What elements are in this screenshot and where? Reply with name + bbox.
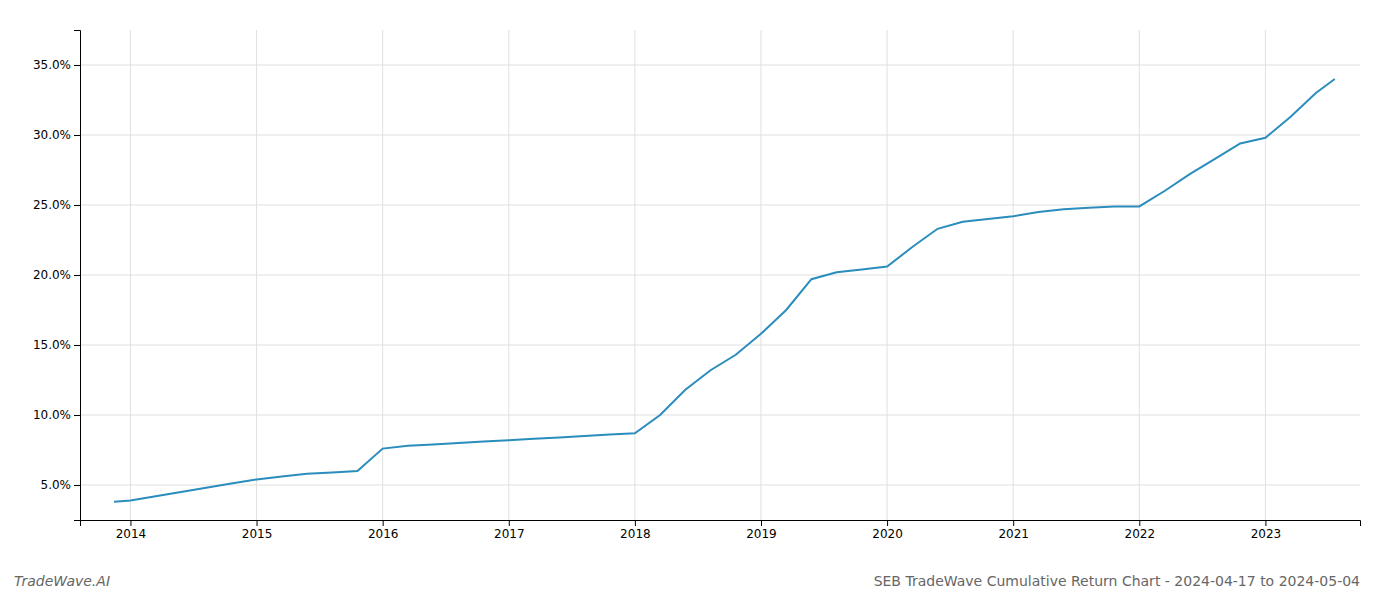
tick: 15.0% — [33, 338, 80, 352]
tick: 2021 — [998, 520, 1029, 541]
tick: 2020 — [872, 520, 903, 541]
grid-line — [1265, 30, 1266, 520]
grid-line — [80, 275, 1360, 276]
tick-label: 2018 — [620, 527, 651, 541]
tick: 10.0% — [33, 408, 80, 422]
tick-mark — [1265, 520, 1266, 526]
tick-mark — [74, 205, 80, 206]
tick: 2019 — [746, 520, 777, 541]
grid-line — [80, 485, 1360, 486]
tick-label: 2015 — [242, 527, 273, 541]
grid-line — [80, 345, 1360, 346]
tick-mark — [74, 275, 80, 276]
grid-line — [80, 205, 1360, 206]
line — [114, 79, 1335, 502]
tick: 25.0% — [33, 198, 80, 212]
tick-label: 20.0% — [33, 268, 71, 282]
grid-line — [508, 30, 509, 520]
tick-mark — [74, 345, 80, 346]
grid-line — [80, 65, 1360, 66]
tick-mark — [74, 65, 80, 66]
tick: 2016 — [368, 520, 399, 541]
tick-mark — [383, 520, 384, 526]
grid-line — [256, 30, 257, 520]
tick-mark — [74, 415, 80, 416]
title: SEB TradeWave Cumulative Return Chart - … — [874, 573, 1360, 589]
y-axis: 5.0% 10.0% 15.0% 20.0% 25.0% 30.0% 35.0% — [33, 31, 81, 521]
tick-label: 2022 — [1125, 527, 1156, 541]
tick: 20.0% — [33, 268, 80, 282]
grid-line — [80, 135, 1360, 136]
tick: 2023 — [1251, 520, 1282, 541]
tick-label: 35.0% — [33, 58, 71, 72]
grid-line — [634, 30, 635, 520]
tick-mark — [130, 520, 131, 526]
tick-label: 2019 — [746, 527, 777, 541]
grid-line — [80, 415, 1360, 416]
grid — [80, 30, 1360, 520]
grid-line — [887, 30, 888, 520]
grid-line — [130, 30, 131, 520]
tick: 2014 — [116, 520, 147, 541]
grid-line — [1013, 30, 1014, 520]
tick-mark — [887, 520, 888, 526]
tick: 35.0% — [33, 58, 80, 72]
tick-mark — [74, 485, 80, 486]
tick-label: 2023 — [1251, 527, 1282, 541]
tick-label: 2016 — [368, 527, 399, 541]
tick-label: 5.0% — [41, 478, 72, 492]
tick-mark — [635, 520, 636, 526]
tick-mark — [1013, 520, 1014, 526]
tick-label: 25.0% — [33, 198, 71, 212]
tick: 2017 — [494, 520, 525, 541]
tick-mark — [761, 520, 762, 526]
plot-area: 2014 2015 2016 2017 2018 2019 2020 2021 2022 2023… — [33, 30, 1361, 541]
axis-line — [81, 521, 1361, 527]
tick-mark — [257, 520, 258, 526]
tick-label: 2017 — [494, 527, 525, 541]
tick-label: 2020 — [872, 527, 903, 541]
tick-label: 2014 — [116, 527, 147, 541]
tick: 2015 — [242, 520, 273, 541]
tick-label: 2021 — [998, 527, 1029, 541]
tick-label: 15.0% — [33, 338, 71, 352]
x-axis: 2014 2015 2016 2017 2018 2019 2020 2021 2022 2023 — [81, 520, 1361, 541]
grid-line — [760, 30, 761, 520]
tick: 30.0% — [33, 128, 80, 142]
tick-label: 30.0% — [33, 128, 71, 142]
tick-mark — [74, 135, 80, 136]
grid-line — [1139, 30, 1140, 520]
grid-line — [382, 30, 383, 520]
tick: 2018 — [620, 520, 651, 541]
tick: 5.0% — [41, 478, 81, 492]
annotation: TradeWave.AI — [14, 573, 110, 589]
tick-mark — [1139, 520, 1140, 526]
tick-label: 10.0% — [33, 408, 71, 422]
chart: 2014 2015 2016 2017 2018 2019 2020 2021 2022 2023… — [0, 0, 1400, 600]
tick: 2022 — [1125, 520, 1156, 541]
axis-line — [74, 31, 81, 521]
marks — [114, 79, 1335, 502]
tick-mark — [509, 520, 510, 526]
